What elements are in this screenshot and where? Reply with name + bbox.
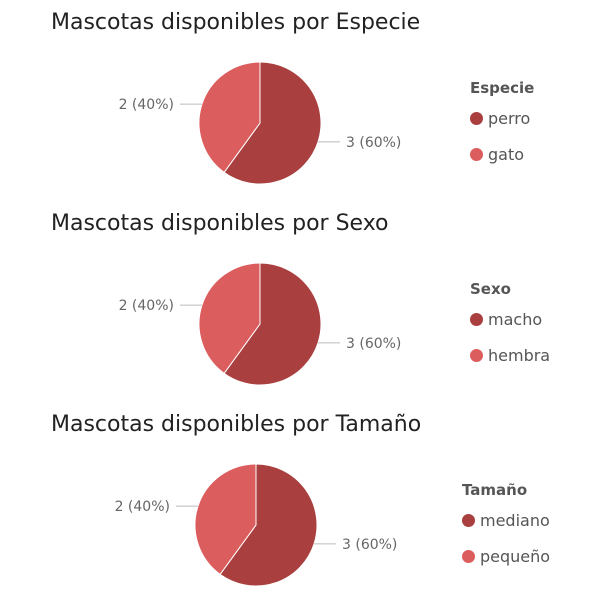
slice-value-label: 3 (60%) xyxy=(346,336,401,352)
legend-label: gato xyxy=(488,144,525,164)
slice-value-label: 3 (60%) xyxy=(342,537,397,553)
chart-panel-especie: Mascotas disponibles por Especie 3 (60%)… xyxy=(0,0,592,201)
slice-value-label: 3 (60%) xyxy=(346,135,401,151)
legend-label: perro xyxy=(488,108,531,128)
legend: Tamaño mediano pequeño xyxy=(462,480,550,582)
legend-title: Especie xyxy=(470,79,535,97)
legend-title: Tamaño xyxy=(462,481,528,499)
legend: Especie perro gato xyxy=(470,78,534,180)
legend-item-macho[interactable]: macho xyxy=(470,309,550,329)
slice-value-label: 2 (40%) xyxy=(119,97,174,113)
legend-dot-icon xyxy=(462,513,475,527)
chart-title: Mascotas disponibles por Tamaño xyxy=(51,412,422,437)
legend-dot-icon xyxy=(470,111,483,125)
legend-title: Sexo xyxy=(470,280,511,298)
chart-title: Mascotas disponibles por Sexo xyxy=(51,211,389,236)
legend-dot-icon xyxy=(470,147,483,161)
legend-label: macho xyxy=(488,309,543,329)
legend-label: mediano xyxy=(480,510,550,530)
legend: Sexo macho hembra xyxy=(470,279,550,381)
legend-item-perro[interactable]: perro xyxy=(470,108,534,128)
chart-panel-sexo: Mascotas disponibles por Sexo 3 (60%) 2 (… xyxy=(0,201,592,402)
legend-item-pequeno[interactable]: pequeño xyxy=(462,546,550,566)
legend-item-mediano[interactable]: mediano xyxy=(462,510,550,530)
legend-item-gato[interactable]: gato xyxy=(470,144,534,164)
legend-item-hembra[interactable]: hembra xyxy=(470,345,550,365)
slice-value-label: 2 (40%) xyxy=(119,298,174,314)
legend-dot-icon xyxy=(462,549,475,563)
legend-label: hembra xyxy=(488,345,551,365)
pie-chart: 3 (60%) 2 (40%) xyxy=(115,463,397,587)
legend-label: pequeño xyxy=(480,546,551,566)
legend-dot-icon xyxy=(470,348,483,362)
slice-value-label: 2 (40%) xyxy=(115,499,170,515)
chart-title: Mascotas disponibles por Especie xyxy=(51,10,421,35)
pie-chart: 3 (60%) 2 (40%) xyxy=(119,262,401,386)
legend-dot-icon xyxy=(470,312,483,326)
pie-chart: 3 (60%) 2 (40%) xyxy=(119,61,401,185)
chart-panel-tamano: Mascotas disponibles por Tamaño 3 (60%) 2… xyxy=(0,402,592,603)
